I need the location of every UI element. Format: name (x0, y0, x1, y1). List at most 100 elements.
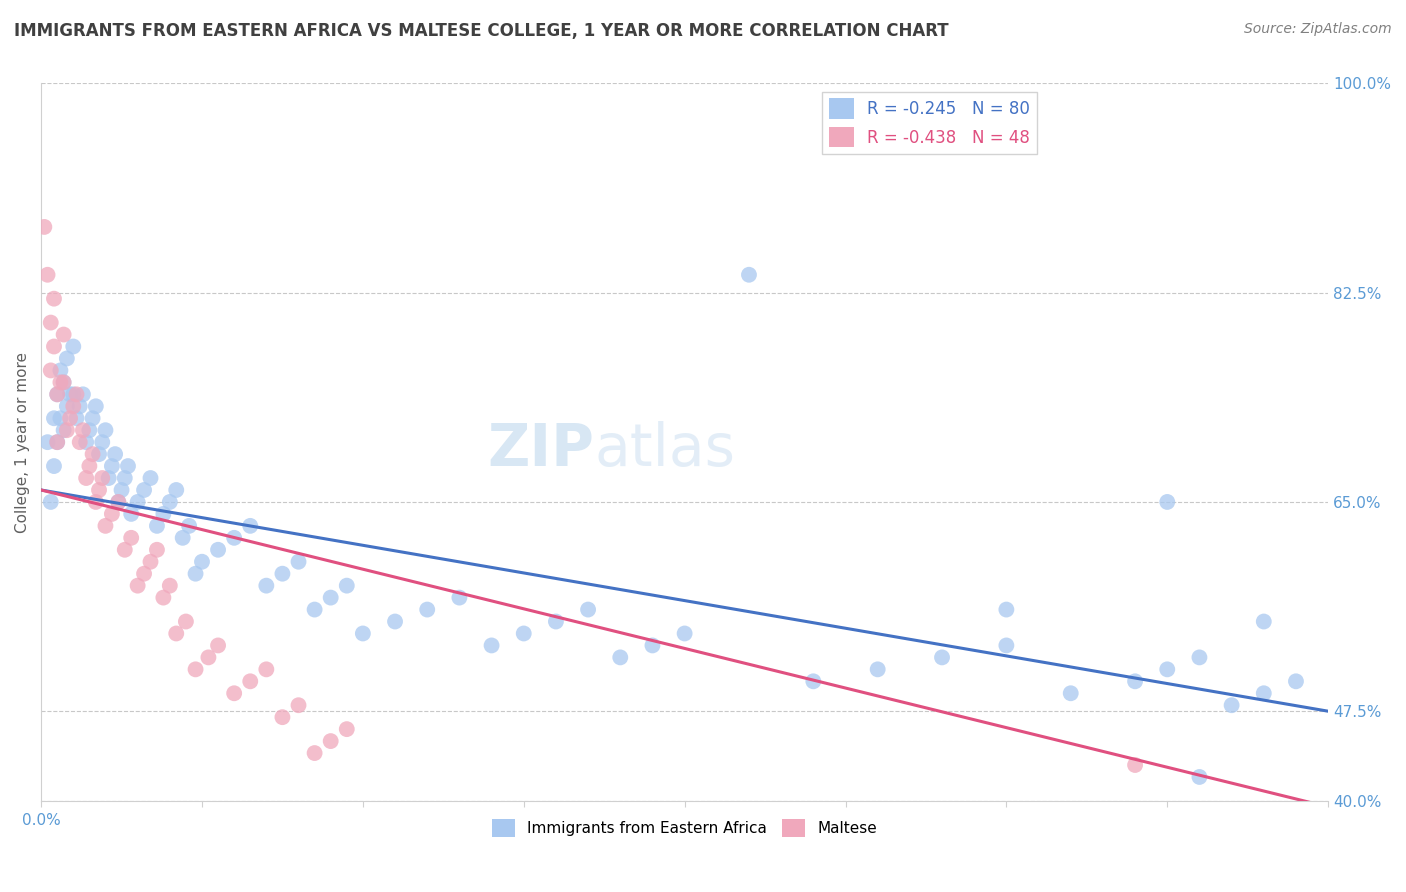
Point (449, 591, 471, 605)
Point (49, 411, 72, 425)
Point (37, 268, 59, 282)
Point (79, 423, 101, 437)
Point (72, 423, 94, 437)
Point (46, 387, 69, 401)
Point (62, 339, 84, 353)
Point (544, 615, 567, 629)
Point (254, 662, 277, 676)
Point (1253, 615, 1275, 629)
Text: Source: ZipAtlas.com: Source: ZipAtlas.com (1244, 22, 1392, 37)
Point (69, 435, 91, 450)
Point (87, 483, 110, 497)
Point (117, 459, 139, 474)
Point (165, 626, 187, 640)
Point (132, 566, 155, 581)
Point (49, 363, 72, 377)
Point (46, 435, 69, 450)
Point (336, 722, 359, 736)
Point (174, 615, 197, 629)
Point (513, 626, 536, 640)
Point (207, 542, 229, 557)
Text: ZIP: ZIP (488, 421, 595, 478)
Point (336, 579, 359, 593)
Point (304, 746, 326, 760)
Point (84, 495, 107, 509)
Point (42, 339, 65, 353)
Point (146, 542, 169, 557)
Point (995, 639, 1018, 653)
Point (101, 507, 124, 521)
Point (416, 602, 439, 616)
Point (146, 519, 169, 533)
Point (224, 531, 246, 545)
Point (184, 566, 207, 581)
Point (1188, 650, 1211, 665)
Point (65, 411, 87, 425)
Point (152, 591, 174, 605)
Point (56, 399, 79, 413)
Point (673, 626, 696, 640)
Point (91, 471, 114, 485)
Point (1285, 674, 1308, 689)
Point (304, 602, 326, 616)
Point (59, 387, 82, 401)
Point (107, 495, 129, 509)
Point (995, 602, 1018, 616)
Point (62, 387, 84, 401)
Point (56, 351, 79, 366)
Point (207, 639, 229, 653)
Point (114, 471, 136, 485)
Text: atlas: atlas (595, 421, 735, 478)
Point (94, 519, 117, 533)
Point (254, 579, 277, 593)
Point (152, 507, 174, 521)
Point (172, 531, 194, 545)
Point (239, 674, 262, 689)
Point (384, 615, 406, 629)
Point (352, 626, 374, 640)
Point (52, 423, 75, 437)
Point (42, 411, 65, 425)
Point (1123, 758, 1146, 772)
Point (132, 483, 155, 497)
Point (139, 471, 162, 485)
Point (84, 399, 107, 413)
Point (641, 639, 664, 653)
Point (75, 435, 97, 450)
Point (91, 435, 114, 450)
Point (37, 435, 59, 450)
Point (239, 519, 262, 533)
Point (1253, 686, 1275, 700)
Point (101, 459, 124, 474)
Point (159, 495, 181, 509)
Point (481, 639, 503, 653)
Point (52, 376, 75, 390)
Point (82, 447, 104, 461)
Point (165, 483, 187, 497)
Point (801, 674, 824, 689)
Point (287, 555, 309, 569)
Point (319, 591, 342, 605)
Point (866, 662, 889, 676)
Point (72, 387, 94, 401)
Point (52, 327, 75, 342)
Text: IMMIGRANTS FROM EASTERN AFRICA VS MALTESE COLLEGE, 1 YEAR OR MORE CORRELATION CH: IMMIGRANTS FROM EASTERN AFRICA VS MALTES… (14, 22, 949, 40)
Point (34, 219, 56, 234)
Point (197, 650, 219, 665)
Point (39, 363, 62, 377)
Point (52, 376, 75, 390)
Point (120, 507, 142, 521)
Point (319, 734, 342, 748)
Point (59, 411, 82, 425)
Point (56, 423, 79, 437)
Point (97, 471, 120, 485)
Point (1188, 770, 1211, 784)
Point (87, 447, 110, 461)
Point (65, 387, 87, 401)
Point (1156, 662, 1178, 676)
Point (609, 650, 631, 665)
Point (114, 542, 136, 557)
Point (1156, 495, 1178, 509)
Point (1123, 674, 1146, 689)
Point (127, 495, 149, 509)
